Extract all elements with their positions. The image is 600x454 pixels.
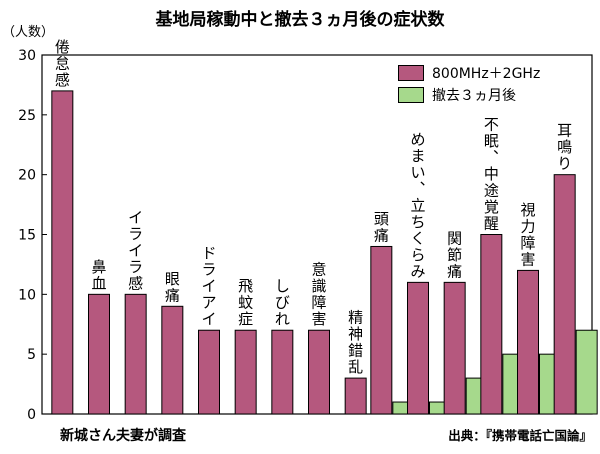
survey-note: 新城さん夫妻が調査 — [60, 428, 186, 444]
bar-800mhz — [51, 90, 74, 415]
bars — [51, 90, 598, 415]
bar-800mhz — [553, 174, 576, 415]
chart-title: 基地局稼動中と撤去３ヵ月後の症状数 — [155, 9, 446, 30]
y-tick-label: 10 — [18, 287, 36, 303]
bar-800mhz — [517, 269, 539, 415]
category-label: ドライアイ — [201, 244, 216, 328]
bar-800mhz — [88, 293, 110, 415]
bar-800mhz — [271, 329, 294, 415]
bar-800mhz — [480, 234, 503, 415]
bar-800mhz — [124, 293, 147, 415]
bar-800mhz — [407, 281, 429, 415]
category-label: 関節痛 — [447, 229, 462, 280]
y-tick-label: 30 — [18, 48, 36, 64]
category-label: 鼻血 — [91, 258, 106, 293]
bar-800mhz — [161, 305, 184, 415]
legend: 800MHz＋2GHz 撤去３ヵ月後 — [398, 62, 540, 106]
category-label: めまい︑立ちくらみ — [410, 130, 425, 280]
bar-800mhz — [234, 329, 257, 415]
category-labels: 倦怠感鼻血 イライラ感眼痛 ドライアイ 飛蚊症 しびれ 意識障害精神錯乱 頭痛 めまい︑立ちく… — [55, 38, 572, 376]
bar-800mhz — [198, 329, 220, 415]
y-tick-label: 15 — [18, 228, 36, 244]
bar-800mhz — [344, 377, 367, 415]
y-tick-label: 25 — [18, 108, 36, 124]
category-label: 頭痛 — [374, 210, 389, 245]
legend-label-removed: 撤去３ヵ月後 — [432, 88, 516, 104]
bar-800mhz — [308, 329, 330, 415]
category-label: イライラ感 — [128, 208, 143, 292]
legend-swatch-removed — [398, 87, 424, 103]
bar-removed — [575, 329, 598, 415]
legend-label-800mhz: 800MHz＋2GHz — [432, 66, 541, 82]
bar-800mhz — [370, 245, 393, 415]
y-tick-label: 5 — [27, 347, 36, 363]
category-label: 飛蚊症 — [238, 277, 253, 328]
legend-swatch-800mhz — [398, 65, 424, 81]
category-label: 眼痛 — [165, 270, 180, 305]
category-label: 耳鳴り — [557, 122, 572, 173]
category-label: 倦怠感 — [55, 38, 70, 89]
category-label: 精神錯乱 — [348, 309, 363, 377]
category-label: 意識障害 — [311, 261, 326, 329]
y-axis-label: （人数） — [2, 25, 54, 40]
category-label: 視力障害 — [520, 201, 535, 269]
bar-800mhz — [443, 281, 466, 415]
y-tick-label: 0 — [27, 407, 36, 423]
source-citation: 出典：『携帯電話亡国論』 — [448, 428, 592, 443]
category-label: 不眠︑中途覚醒 — [484, 116, 499, 233]
y-tick-label: 20 — [18, 168, 36, 184]
category-label: しびれ — [275, 277, 290, 328]
legend-item: 撤去３ヵ月後 — [398, 84, 540, 106]
legend-item: 800MHz＋2GHz — [398, 62, 540, 84]
